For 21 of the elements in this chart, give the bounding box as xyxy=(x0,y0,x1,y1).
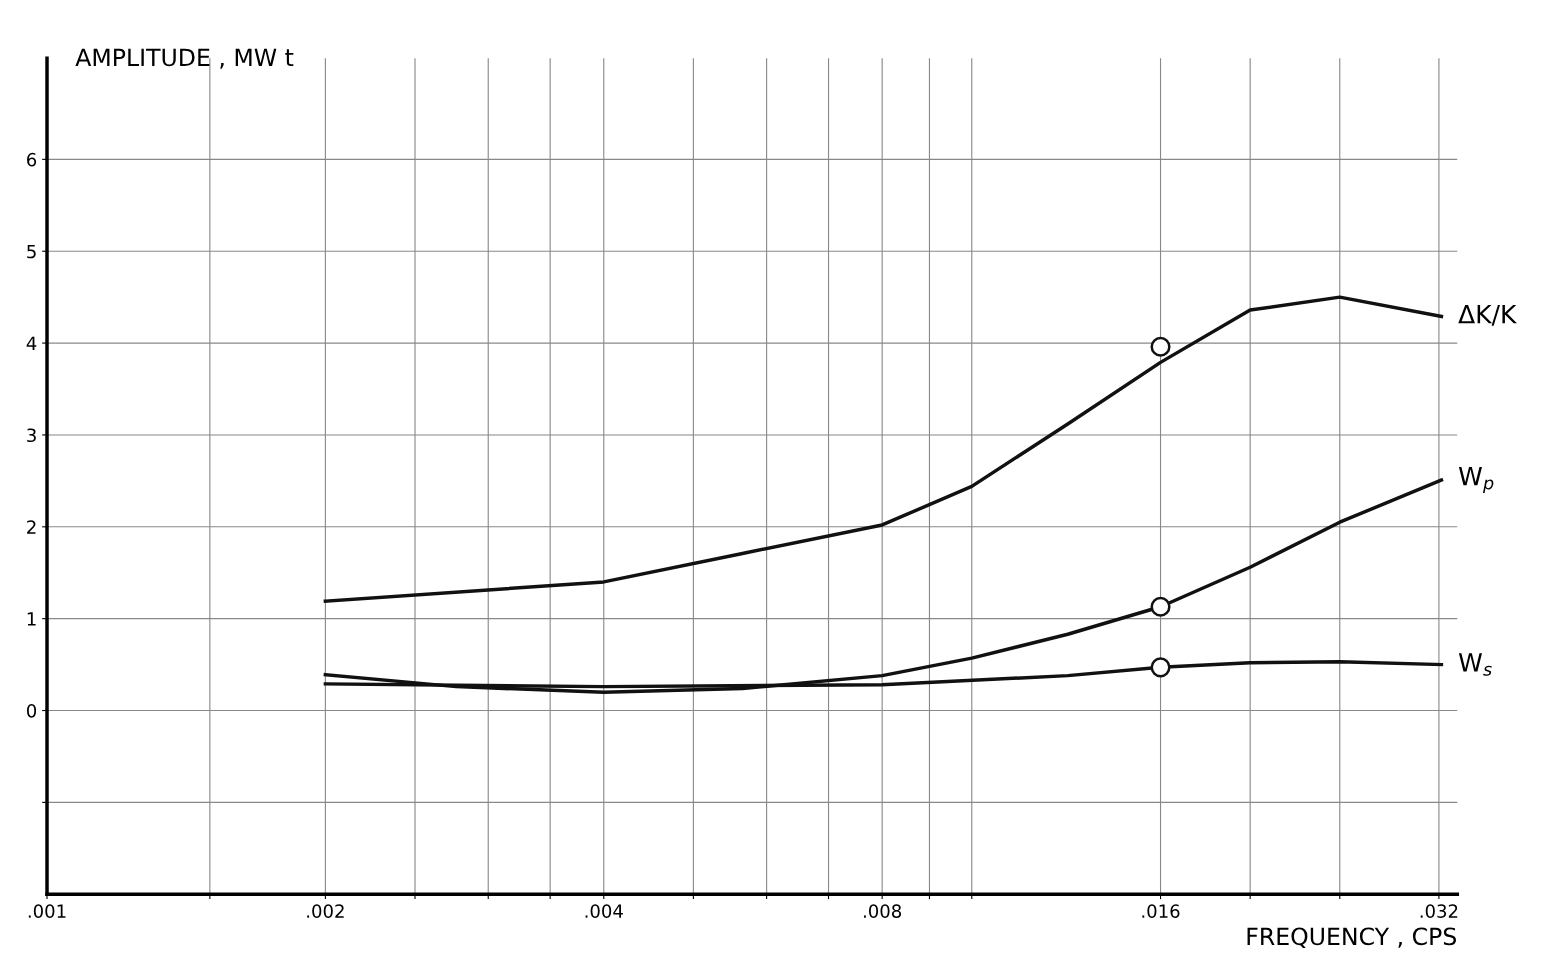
x-axis-title: FREQUENCY , CPS xyxy=(1247,927,1456,948)
point xyxy=(1150,596,1171,617)
y-tick-label: 4 xyxy=(26,336,37,350)
y-tick-label: 1 xyxy=(27,612,36,626)
series-label: ΔK/K xyxy=(1458,305,1517,326)
y-tick-label: 0 xyxy=(26,703,37,718)
series-label: W$_{s}$ xyxy=(1458,653,1492,676)
y-tick-label: 5 xyxy=(27,244,36,259)
x-tick-label: .016 xyxy=(1142,904,1180,918)
y-tick-label: 6 xyxy=(27,152,37,167)
y-axis-title: AMPLITUDE , MW t xyxy=(75,48,294,69)
x-tick-label: .008 xyxy=(863,904,902,918)
point xyxy=(1150,336,1171,357)
y-tick-label: 3 xyxy=(27,428,36,443)
x-tick-label: .032 xyxy=(1420,904,1458,918)
x-tick-label: .001 xyxy=(28,904,66,918)
x-tick-label: .004 xyxy=(585,904,623,918)
x-tick-label: .002 xyxy=(307,904,344,918)
y-tick-label: 2 xyxy=(27,520,36,534)
series-label: W$_{p}$ xyxy=(1458,466,1494,493)
point xyxy=(1150,657,1171,678)
